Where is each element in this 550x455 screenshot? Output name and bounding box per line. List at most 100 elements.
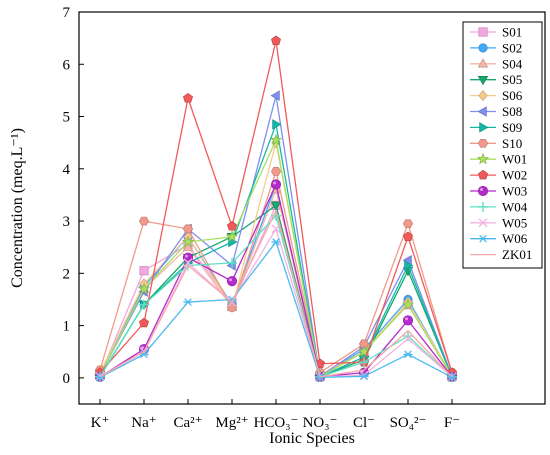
legend-item: S08 xyxy=(470,104,522,119)
legend-label: S01 xyxy=(502,25,522,40)
legend-label: W01 xyxy=(502,152,527,167)
data-point xyxy=(181,235,195,248)
data-point xyxy=(138,216,150,226)
legend-label: W04 xyxy=(502,199,528,214)
data-point xyxy=(358,357,370,368)
legend-marker xyxy=(478,27,488,37)
legend-item: S04 xyxy=(470,56,523,71)
legend-marker xyxy=(477,75,489,86)
legend-label: S10 xyxy=(502,136,522,151)
legend-item: S09 xyxy=(470,120,522,135)
data-point xyxy=(271,238,281,246)
x-tick-label: K⁺ xyxy=(91,415,110,431)
legend-marker xyxy=(477,201,489,212)
series-line xyxy=(99,142,453,377)
series-w06 xyxy=(95,238,457,382)
y-tick-label: 2 xyxy=(63,266,71,282)
data-point xyxy=(359,370,369,380)
data-point xyxy=(270,90,280,101)
data-point xyxy=(270,35,282,46)
y-axis: 0 1 2 3 4 5 6 7 xyxy=(63,5,84,387)
data-point xyxy=(226,221,238,231)
data-point xyxy=(270,167,282,176)
legend-marker xyxy=(477,106,487,117)
legend-item: S06 xyxy=(470,88,523,103)
legend-marker xyxy=(476,152,490,165)
marker-highlight xyxy=(229,278,232,282)
legend-item: W01 xyxy=(470,152,527,167)
data-point xyxy=(269,133,283,146)
marker-highlight xyxy=(405,317,408,321)
legend-item: W05 xyxy=(470,215,527,230)
x-tick-label: F⁻ xyxy=(444,415,460,431)
series-layer xyxy=(93,35,459,383)
legend-marker xyxy=(477,185,489,197)
data-point xyxy=(183,298,193,306)
y-axis-title: Concentration (meq.L⁻¹) xyxy=(9,128,26,288)
x-tick-label: HCO₃⁻ xyxy=(254,415,299,431)
x-axis-title: Ionic Species xyxy=(269,430,355,447)
x-tick-label: Cl⁻ xyxy=(353,415,375,431)
data-point xyxy=(402,219,414,229)
legend-label: S02 xyxy=(502,40,522,55)
x-tick-label: SO₄²⁻ xyxy=(390,415,427,431)
data-point xyxy=(272,119,282,130)
data-point xyxy=(270,179,282,190)
legend-marker xyxy=(479,122,489,133)
y-tick-label: 0 xyxy=(63,371,71,387)
data-point xyxy=(358,339,370,349)
legend-item: W03 xyxy=(470,184,527,199)
legend-label: S09 xyxy=(502,120,522,135)
x-tick-label: Na⁺ xyxy=(131,415,156,431)
legend-label: W02 xyxy=(502,168,527,183)
data-point xyxy=(404,260,414,271)
series-line xyxy=(99,208,453,378)
x-axis: K⁺ Na⁺ Ca²⁺ Mg²⁺ HCO₃⁻ NO₃⁻ Cl⁻ SO₄²⁻ F⁻ xyxy=(91,399,460,431)
legend-item: S10 xyxy=(470,136,522,151)
marker-highlight xyxy=(480,188,483,191)
legend-marker xyxy=(477,58,489,68)
legend: S01S02S04S05S06S08S09S10W01W02W03W04W05W… xyxy=(462,21,543,269)
data-point xyxy=(139,350,149,359)
x-tick-label: NO₃⁻ xyxy=(303,415,338,431)
y-tick-label: 7 xyxy=(63,5,71,21)
marker-highlight xyxy=(273,181,276,185)
data-point xyxy=(403,334,413,344)
legend-item: ZK01 xyxy=(470,247,532,262)
legend-marker xyxy=(478,234,488,243)
data-point xyxy=(182,92,194,103)
data-point xyxy=(402,315,414,326)
legend-label: W03 xyxy=(502,184,527,199)
legend-label: W05 xyxy=(502,215,527,230)
series-w02 xyxy=(94,35,458,377)
y-tick-label: 4 xyxy=(63,162,71,178)
y-tick-label: 5 xyxy=(63,110,71,126)
legend-marker xyxy=(478,90,488,102)
legend-item: W04 xyxy=(470,199,528,214)
data-point xyxy=(182,224,194,234)
data-point xyxy=(225,230,239,242)
y-tick-label: 3 xyxy=(63,214,71,230)
data-point xyxy=(402,231,414,242)
data-point xyxy=(138,299,150,310)
legend-label: S04 xyxy=(502,56,523,71)
data-point xyxy=(137,282,151,295)
legend-label: W06 xyxy=(502,231,528,246)
plot-area-frame xyxy=(78,11,546,405)
y-tick-label: 6 xyxy=(63,57,71,73)
legend-marker xyxy=(477,169,489,180)
data-point xyxy=(403,350,413,359)
legend-item: W06 xyxy=(470,231,528,246)
series-zk01 xyxy=(99,208,453,378)
legend-label: S08 xyxy=(502,104,522,119)
x-tick-label: Mg²⁺ xyxy=(215,415,248,431)
legend-label: S05 xyxy=(502,72,522,87)
legend-item: S05 xyxy=(470,72,522,87)
data-point xyxy=(226,257,238,268)
legend-item: S02 xyxy=(470,40,522,55)
legend-label: S06 xyxy=(502,88,523,103)
data-point xyxy=(401,298,415,310)
data-point xyxy=(183,258,193,268)
data-point xyxy=(182,241,194,251)
